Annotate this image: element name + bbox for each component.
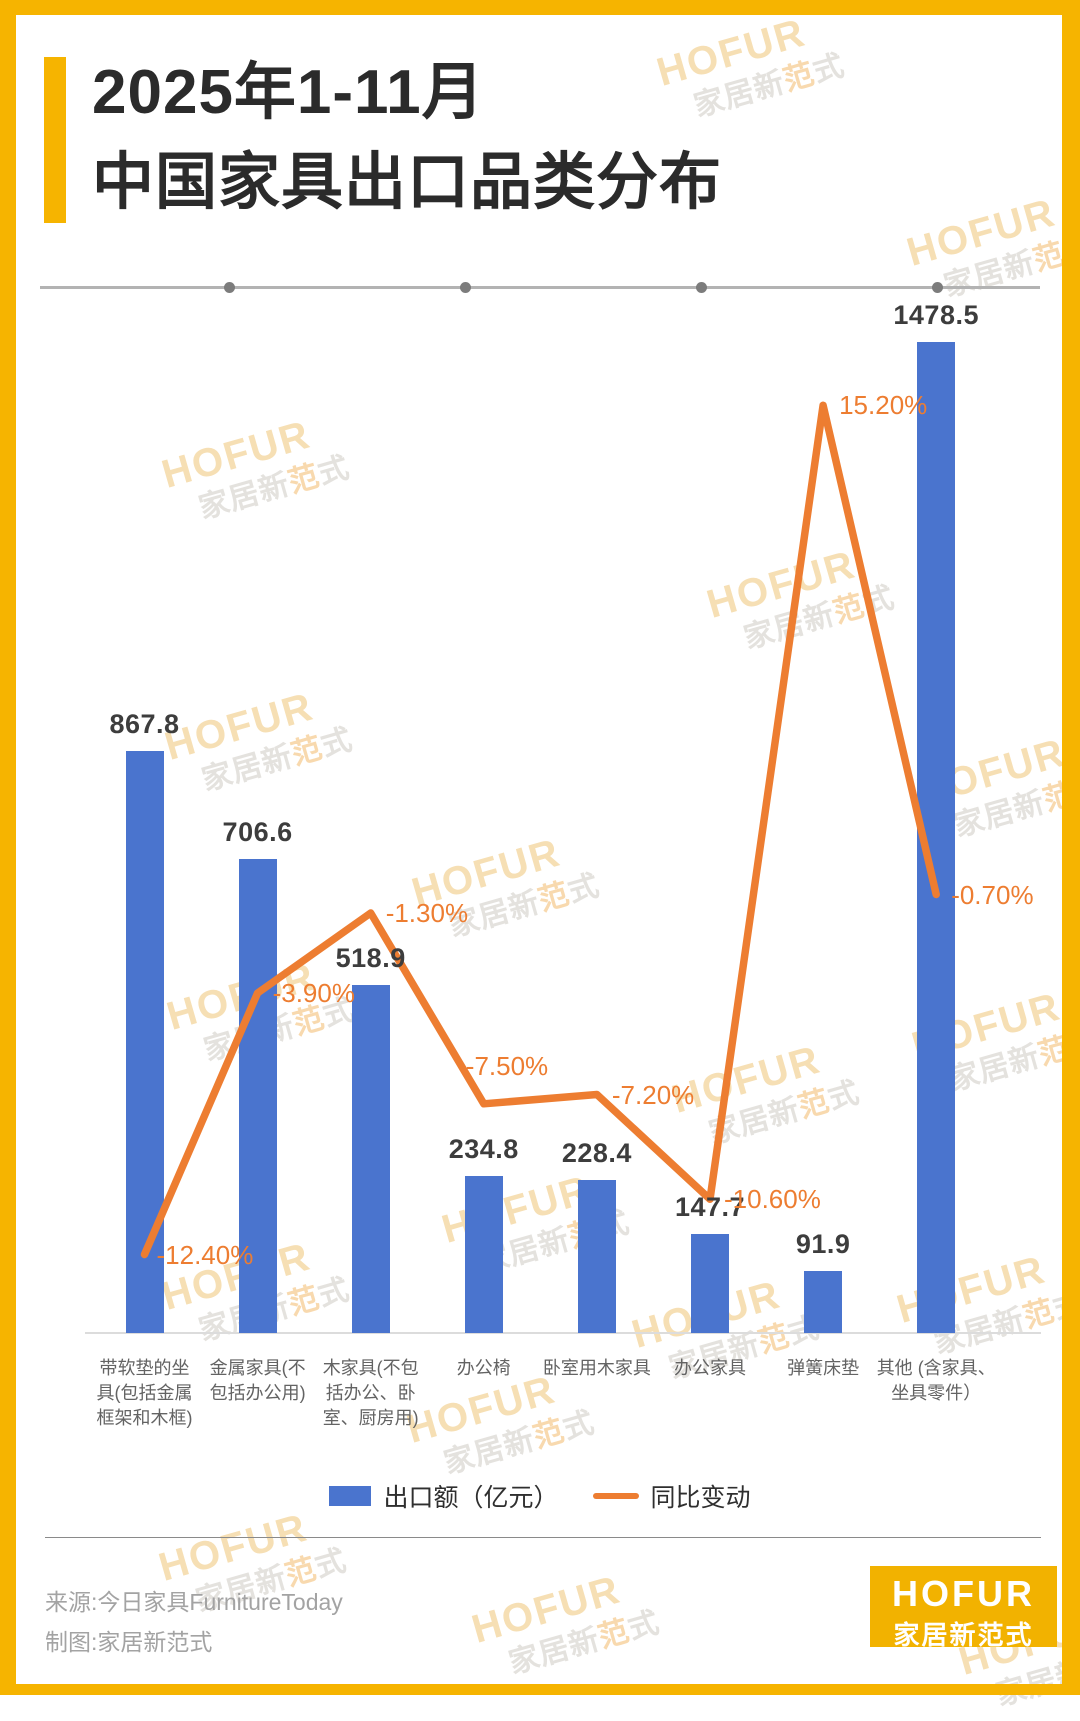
x-axis-label: 其他 (含家具、坐具零件）	[876, 1358, 996, 1403]
legend-line-label: 同比变动	[650, 1484, 751, 1512]
bar-value-label: 867.8	[109, 709, 180, 740]
bar-value-label: 518.9	[335, 943, 406, 974]
line-point-label: -7.20%	[611, 1079, 695, 1110]
credit-text: 制图:家居新范式	[45, 1629, 213, 1655]
bar	[464, 1175, 503, 1333]
brand-name: HOFUR	[892, 1573, 1035, 1614]
bar-value-label: 91.9	[795, 1229, 851, 1260]
page-border-right	[1062, 0, 1080, 1695]
x-axis-baseline	[85, 1332, 1041, 1334]
line-point-label: -1.30%	[385, 898, 469, 928]
bar-value-label: 706.6	[222, 817, 293, 848]
bar	[577, 1179, 616, 1333]
legend: 出口额（亿元） 同比变动	[0, 1478, 1080, 1514]
page-title: 2025年1-11月 中国家具出口品类分布	[92, 48, 722, 228]
line-point-label: -12.40%	[156, 1239, 254, 1270]
footer-divider	[45, 1537, 1041, 1538]
x-axis-label: 金属家具(不包括办公用)	[209, 1358, 306, 1403]
divider-dot	[696, 282, 707, 293]
bar	[804, 1271, 843, 1333]
line-point-label: -3.90%	[272, 978, 355, 1008]
legend-bar-label: 出口额（亿元）	[383, 1484, 559, 1512]
bar-value-label: 1478.5	[893, 300, 979, 330]
bar	[917, 342, 956, 1333]
divider-dot	[224, 282, 235, 293]
page-title-line1: 2025年1-11月	[92, 58, 485, 127]
line-point-label: 15.20%	[839, 390, 928, 421]
x-axis-label: 卧室用木家具	[542, 1358, 651, 1378]
page-border-left	[0, 0, 16, 1695]
brand-logo: HOFUR 家居新范式	[870, 1566, 1057, 1650]
line-point-label: -7.50%	[465, 1050, 549, 1081]
x-axis-label: 弹簧床垫	[787, 1358, 860, 1378]
line-point-label: -10.60%	[724, 1184, 821, 1215]
bar	[351, 985, 390, 1333]
x-axis-label: 带软垫的坐具(包括金属框架和木框)	[96, 1358, 193, 1428]
title-accent-bar	[44, 57, 66, 223]
section-divider	[40, 286, 1040, 289]
divider-dot	[460, 282, 471, 293]
page-border-top	[0, 0, 1080, 15]
brand-subtitle: 家居新范式	[893, 1620, 1034, 1650]
x-axis-label: 办公家具	[674, 1358, 746, 1378]
bar-value-label: 228.4	[561, 1137, 632, 1168]
bar	[691, 1234, 729, 1333]
page-border-bottom	[0, 1684, 1080, 1695]
page-title-line2: 中国家具出口品类分布	[92, 148, 723, 217]
source-text: 来源:今日家具FurnitureToday	[45, 1589, 343, 1615]
x-axis-label: 办公椅	[456, 1358, 511, 1378]
line-point-label: -0.70%	[951, 879, 1034, 910]
divider-dot	[932, 282, 943, 293]
legend-bar-swatch	[329, 1486, 372, 1506]
x-axis-label: 木家具(不包括办公、卧室、厨房用)	[322, 1358, 419, 1428]
legend-line-swatch	[592, 1493, 639, 1499]
